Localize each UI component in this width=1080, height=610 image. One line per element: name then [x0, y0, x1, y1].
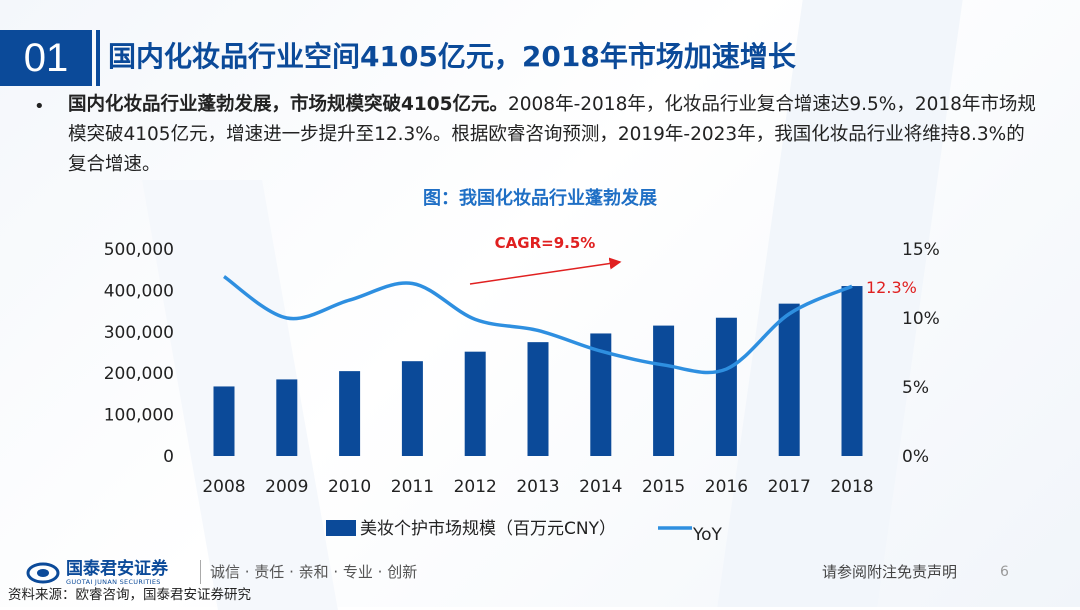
- x-tick-label: 2018: [830, 477, 873, 497]
- y-left-tick-label: 300,000: [104, 323, 174, 343]
- page-title: 国内化妆品行业空间4105亿元，2018年市场加速增长: [108, 40, 796, 73]
- bar-2010: [339, 371, 361, 456]
- y-right-tick-label: 15%: [902, 240, 940, 260]
- y-right-tick-label: 0%: [902, 447, 929, 467]
- page-number: 6: [1000, 564, 1009, 580]
- y-left-tick-label: 200,000: [104, 364, 174, 384]
- bullet-bold-text: 国内化妆品行业蓬勃发展，市场规模突破4105亿元。: [68, 94, 508, 115]
- y-left-tick-label: 500,000: [104, 240, 174, 260]
- bar-2008: [213, 386, 235, 456]
- bar-2014: [590, 333, 612, 456]
- bar-2018: [841, 286, 863, 456]
- x-tick-label: 2013: [516, 477, 559, 497]
- header-divider: [96, 30, 100, 86]
- footer-disclaimer: 请参阅附注免责声明: [822, 563, 958, 581]
- logo-text-cn: 国泰君安证券: [66, 559, 168, 579]
- legend-line-label: YoY: [692, 525, 723, 545]
- x-tick-label: 2011: [391, 477, 434, 497]
- legend-bar-label: 美妆个护市场规模（百万元CNY）: [360, 519, 616, 539]
- bullet-paragraph: 国内化妆品行业蓬勃发展，市场规模突破4105亿元。2008年-2018年，化妆品…: [68, 90, 1038, 180]
- x-tick-label: 2012: [454, 477, 497, 497]
- bar-2016: [715, 317, 737, 456]
- yoy-series-line: [222, 275, 853, 375]
- y-left-tick-label: 400,000: [104, 281, 174, 301]
- logo-text-en: GUOTAI JUNAN SECURITIES: [66, 578, 161, 586]
- bullet-icon: •: [34, 96, 45, 117]
- bar-2009: [276, 379, 298, 456]
- x-tick-label: 2009: [265, 477, 308, 497]
- bar-2015: [653, 325, 675, 456]
- x-tick-label: 2008: [202, 477, 245, 497]
- cagr-label: CAGR=9.5%: [495, 234, 596, 252]
- bar-2011: [401, 361, 423, 456]
- legend-bar-swatch: [326, 520, 356, 536]
- company-logo: 国泰君安证券 GUOTAI JUNAN SECURITIES: [26, 560, 168, 586]
- x-tick-label: 2014: [579, 477, 622, 497]
- x-tick-label: 2010: [328, 477, 371, 497]
- footer-divider: [200, 560, 201, 584]
- x-tick-label: 2015: [642, 477, 685, 497]
- y-right-tick-label: 10%: [902, 309, 940, 329]
- y-left-tick-label: 0: [163, 447, 174, 467]
- x-tick-label: 2016: [705, 477, 748, 497]
- x-tick-label: 2017: [768, 477, 811, 497]
- cagr-arrow: [469, 257, 622, 285]
- bullet-body-text: 2008年-2018年，化妆品行业复合增速达9.5%，2018年市场规模突破41…: [68, 94, 1036, 175]
- bar-2017: [778, 303, 800, 456]
- y-left-tick-label: 100,000: [104, 406, 174, 426]
- chart-title: 图：我国化妆品行业蓬勃发展: [423, 188, 657, 209]
- bar-2013: [527, 342, 549, 456]
- bar-2012: [464, 351, 486, 456]
- footer-motto: 诚信 · 责任 · 亲和 · 专业 · 创新: [210, 563, 418, 581]
- logo-mark-icon: [26, 562, 60, 584]
- last-yoy-label: 12.3%: [866, 278, 917, 297]
- y-right-tick-label: 5%: [902, 378, 929, 398]
- source-note: 资料来源：欧睿咨询，国泰君安证券研究: [8, 587, 251, 603]
- section-number: 01: [0, 30, 92, 86]
